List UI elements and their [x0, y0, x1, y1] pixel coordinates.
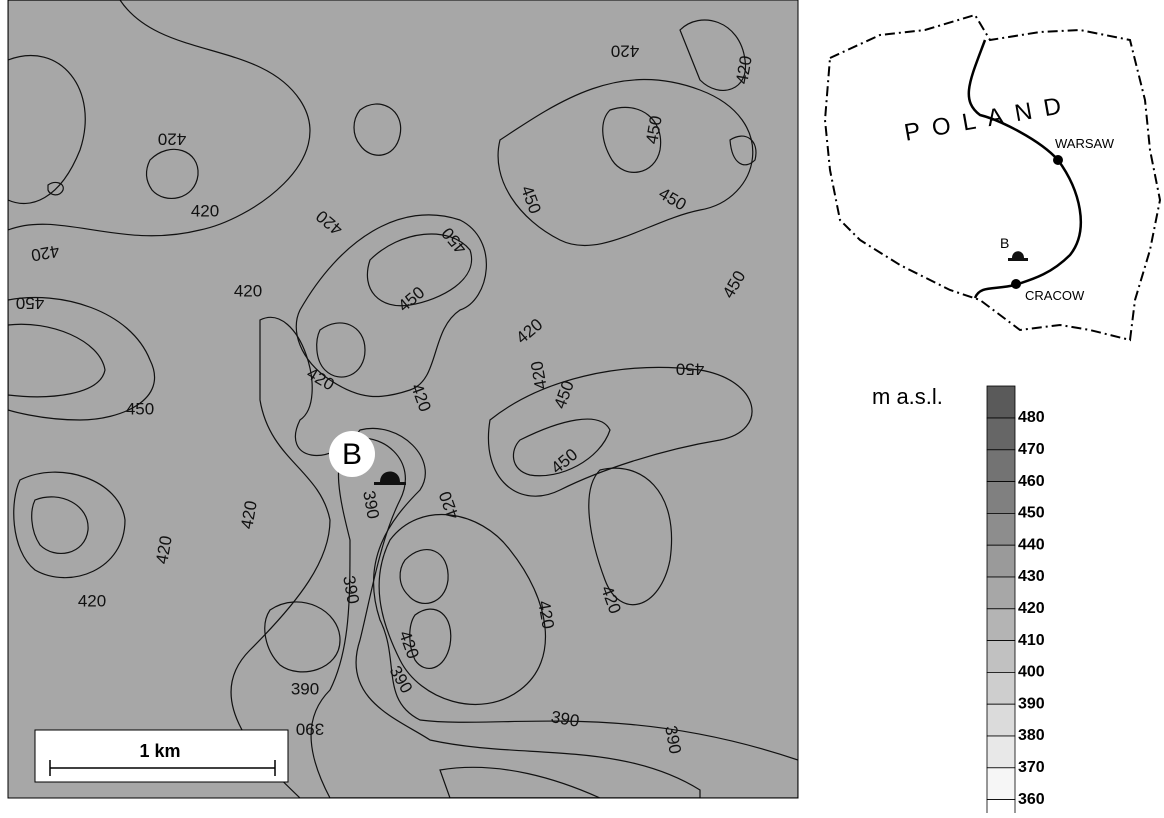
city-label: CRACOW	[1025, 288, 1085, 303]
contour-label: 420	[191, 201, 219, 220]
contour-label: 390	[296, 720, 324, 739]
legend-label: 400	[1018, 664, 1045, 681]
legend-label: 440	[1018, 536, 1045, 553]
inset-site-label: B	[1000, 235, 1009, 251]
contour-label: 450	[16, 294, 44, 313]
legend-label: 410	[1018, 632, 1045, 649]
legend-label: 480	[1018, 409, 1045, 426]
contour-label: 450	[676, 360, 704, 379]
legend-swatch	[987, 800, 1015, 813]
legend-label: 430	[1018, 568, 1045, 585]
legend-label: 420	[1018, 600, 1045, 617]
legend: m a.s.l. 480 470 460 450 440 430 420 410 400 390 3…	[872, 384, 1045, 813]
contour-label: 420	[234, 281, 262, 300]
legend-swatch	[987, 450, 1015, 482]
scale-label: 1 km	[139, 741, 180, 761]
legend-swatch	[987, 577, 1015, 609]
legend-swatch	[987, 672, 1015, 704]
legend-label: 370	[1018, 759, 1045, 776]
legend-swatch	[987, 736, 1015, 768]
legend-swatch	[987, 609, 1015, 641]
inset-map: POLAND WARSAW CRACOW B	[825, 15, 1160, 340]
legend-swatch	[987, 513, 1015, 545]
legend-swatch	[987, 641, 1015, 673]
contour-label: 420	[158, 130, 186, 149]
legend-label: 460	[1018, 473, 1045, 490]
legend-label: 470	[1018, 441, 1045, 458]
contour-label: 420	[78, 591, 106, 610]
scale-bar: 1 km	[35, 730, 288, 782]
legend-swatch	[987, 386, 1015, 418]
page: 420 420 420 450 420 450 420 450 450 420 …	[0, 0, 1164, 813]
legend-label: 450	[1018, 505, 1045, 522]
legend-swatch	[987, 704, 1015, 736]
legend-label: 360	[1018, 791, 1045, 808]
legend-title: m a.s.l.	[872, 384, 943, 409]
country-label: POLAND	[902, 90, 1075, 146]
contour-label: 450	[126, 399, 154, 418]
legend-swatch	[987, 768, 1015, 800]
contour-label: 420	[611, 42, 639, 61]
city-label: WARSAW	[1055, 136, 1115, 151]
legend-label: 390	[1018, 695, 1045, 712]
legend-swatch	[987, 545, 1015, 577]
contour-label: 390	[291, 679, 319, 698]
legend-label: 380	[1018, 727, 1045, 744]
site-label: B	[342, 438, 362, 471]
legend-swatch	[987, 482, 1015, 514]
legend-swatch	[987, 418, 1015, 450]
